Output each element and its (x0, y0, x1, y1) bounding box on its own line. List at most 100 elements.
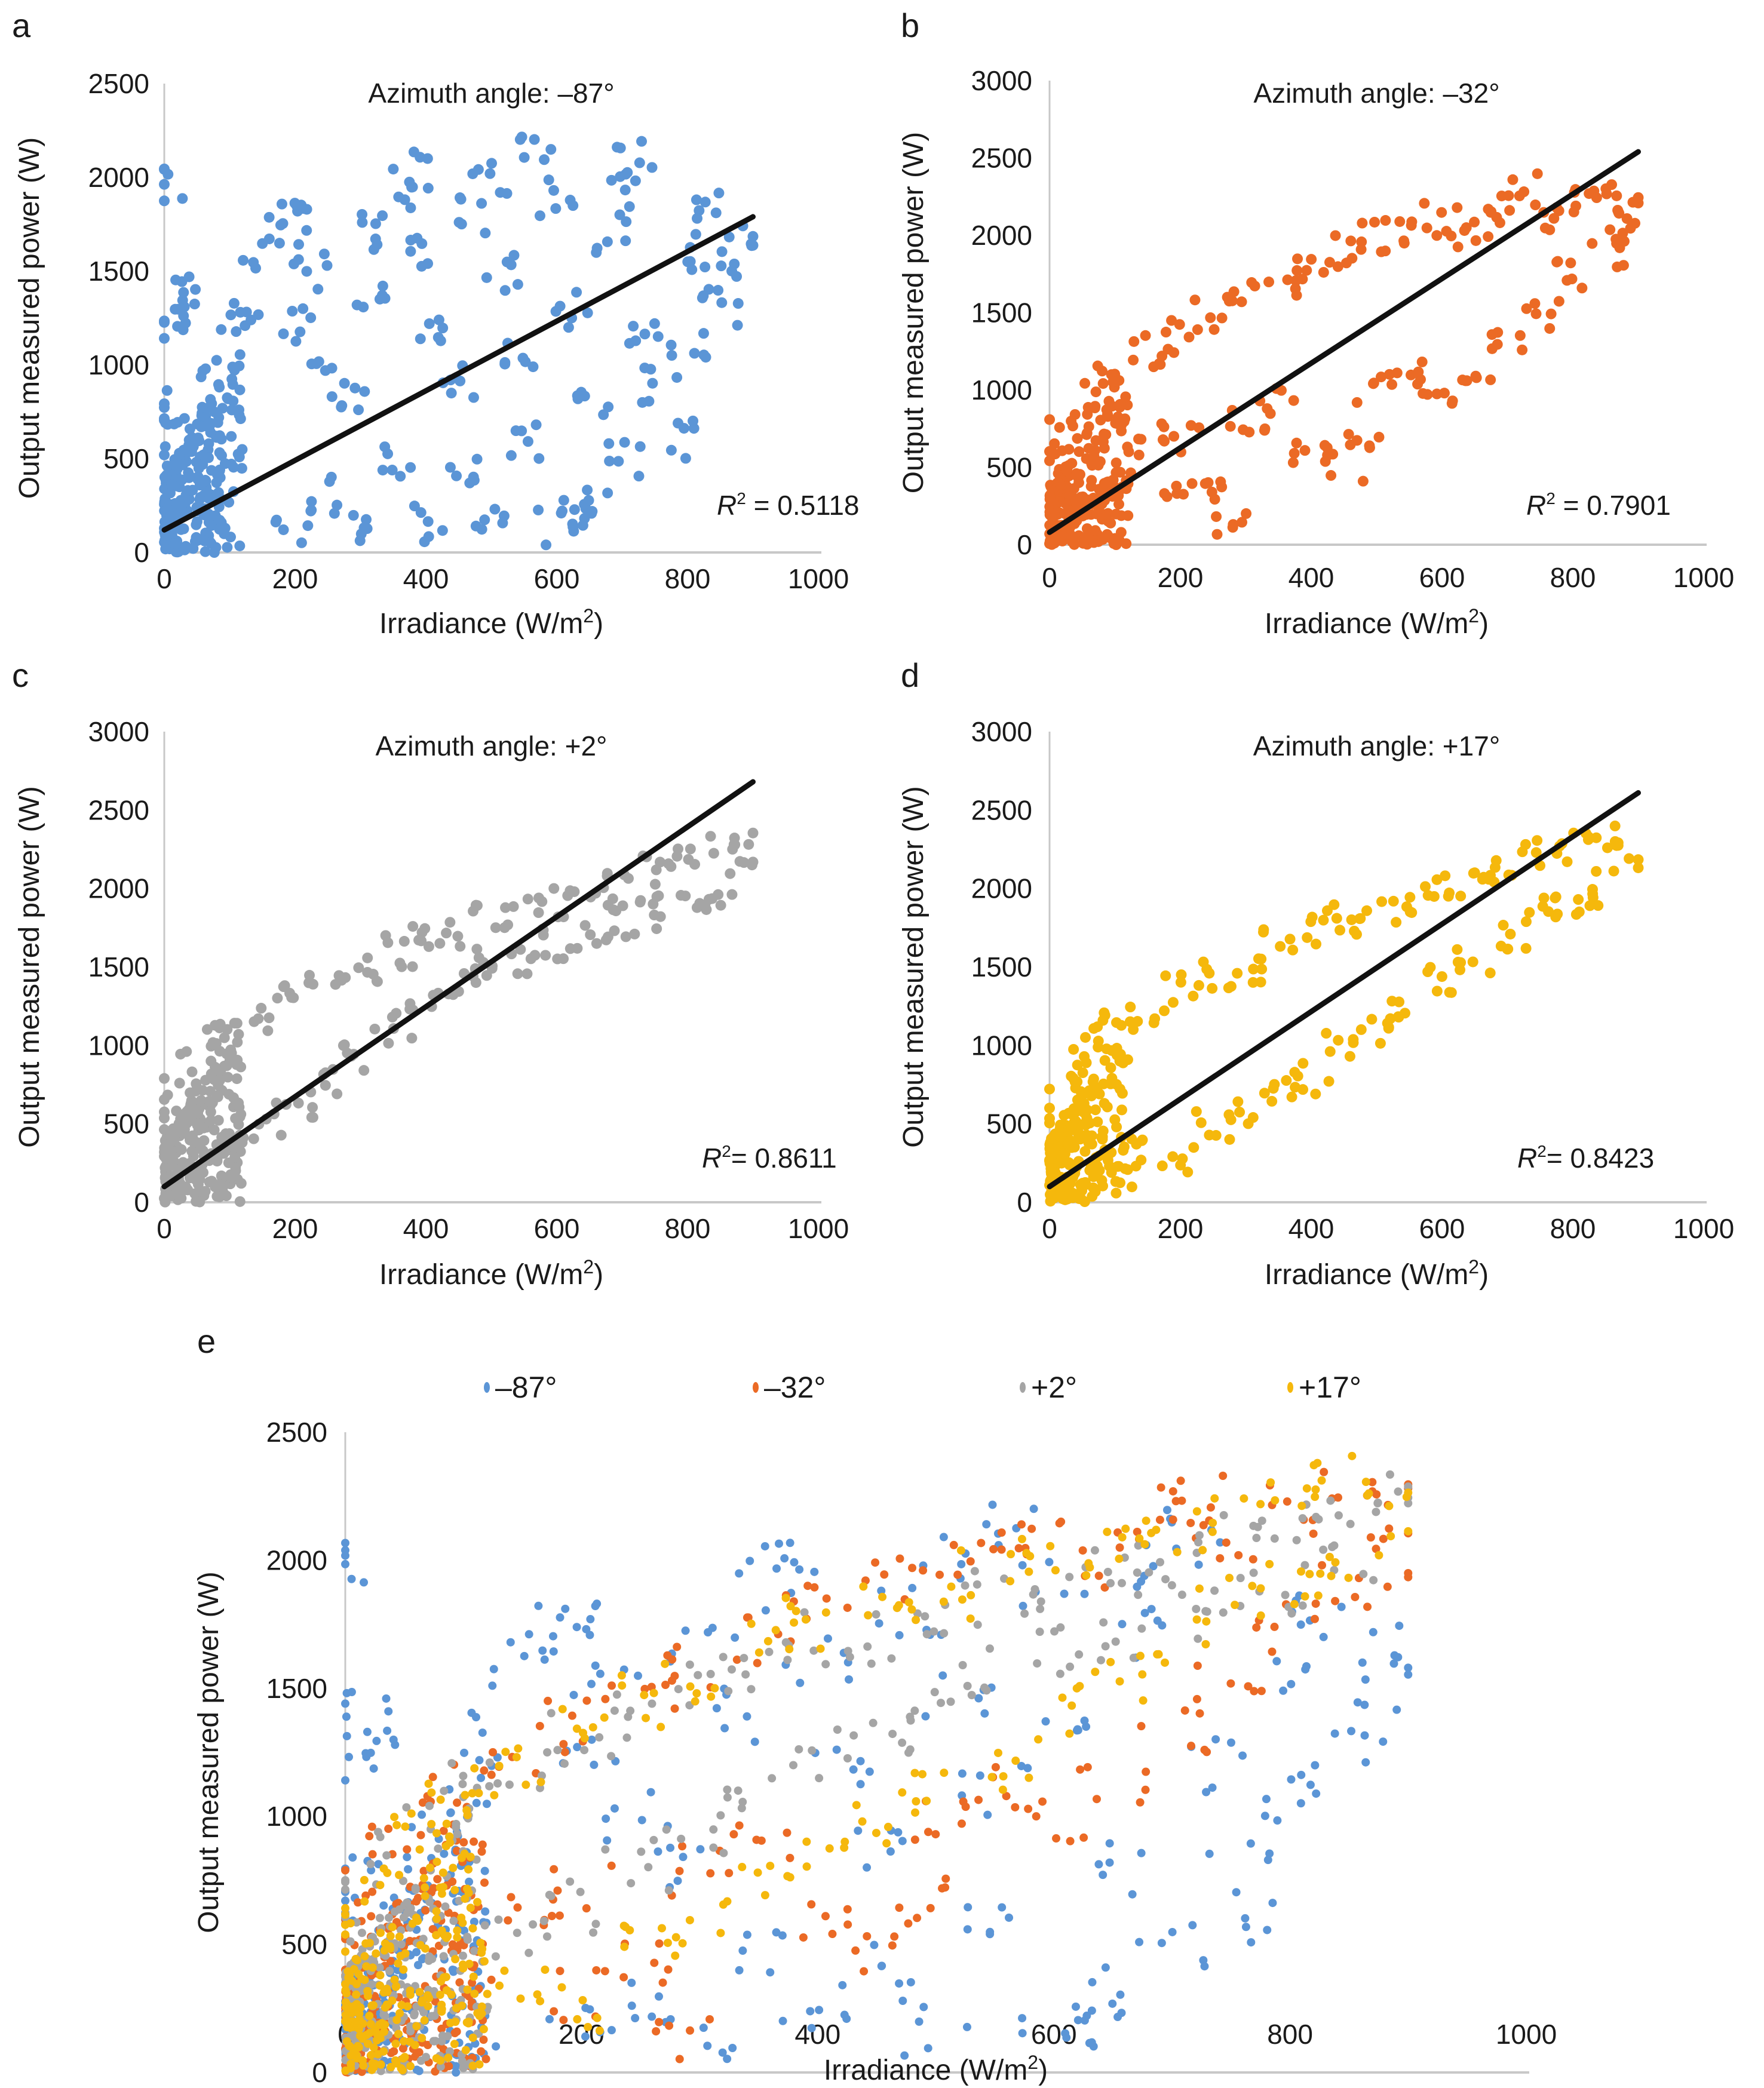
data-point (1155, 1515, 1164, 1524)
data-point (1090, 435, 1102, 446)
data-point (1123, 446, 1134, 457)
data-point (1090, 525, 1101, 536)
x-tick-label: 800 (1267, 2019, 1313, 2050)
data-point (1297, 1058, 1309, 1069)
data-point (425, 1863, 434, 1872)
x-tick-label: 600 (534, 563, 580, 594)
data-point (849, 1765, 858, 1774)
data-point (768, 1774, 777, 1783)
data-point (1330, 1729, 1339, 1738)
data-point (428, 1954, 437, 1963)
data-point (497, 517, 508, 529)
data-point (1173, 1547, 1182, 1556)
data-point (550, 2007, 559, 2016)
data-point (766, 1862, 775, 1871)
data-point (610, 1804, 619, 1813)
data-point (1298, 1514, 1307, 1523)
data-point (1328, 1543, 1337, 1552)
data-point (1088, 450, 1100, 462)
data-point (1115, 1543, 1124, 1552)
data-point (484, 168, 496, 179)
data-point (1192, 1615, 1201, 1624)
legend-label: –32° (764, 1371, 826, 1404)
data-point (675, 2055, 684, 2064)
data-point (189, 299, 200, 310)
data-point (440, 1786, 449, 1795)
data-point (940, 1629, 949, 1638)
data-point (341, 1559, 349, 1568)
y-axis-title: Output measured power (W) (14, 137, 45, 499)
data-point (1101, 1043, 1112, 1055)
data-point (1373, 1498, 1382, 1507)
data-point (468, 2061, 477, 2070)
data-point (1246, 1839, 1255, 1848)
data-point (1122, 400, 1133, 411)
data-point (1199, 1521, 1208, 1530)
data-point (400, 2037, 409, 2046)
data-point (452, 2027, 461, 2036)
data-point (1357, 475, 1369, 487)
data-point (1109, 1114, 1121, 1125)
data-point (521, 968, 533, 979)
data-point (723, 1785, 732, 1794)
data-point (704, 1628, 713, 1637)
data-point (175, 303, 186, 315)
data-point (437, 525, 448, 536)
data-point (1452, 944, 1463, 955)
data-point (849, 1731, 858, 1740)
data-point (910, 1835, 919, 1844)
data-point (159, 333, 170, 344)
data-point (447, 1759, 456, 1768)
data-point (326, 391, 338, 403)
data-point (352, 1979, 361, 1988)
data-point (1321, 1028, 1332, 1039)
data-point (406, 2062, 415, 2071)
data-point (744, 1613, 753, 1622)
data-point (234, 540, 246, 551)
data-point (809, 1646, 818, 1655)
x-tick-label: 800 (665, 563, 711, 594)
data-point (200, 1186, 211, 1197)
data-point (418, 1998, 427, 2007)
data-point (878, 1592, 887, 1601)
data-point (1334, 925, 1346, 936)
panel-e: e0500100015002000250002004006008001000Ir… (193, 1322, 1557, 2088)
data-point (630, 335, 642, 346)
data-point (783, 1872, 792, 1881)
data-point (455, 1941, 464, 1950)
data-point (664, 1886, 673, 1895)
data-point (1311, 938, 1322, 950)
data-point (422, 2053, 431, 2062)
data-point (458, 1918, 467, 1927)
data-point (735, 1821, 744, 1830)
data-point (1188, 990, 1199, 1002)
y-axis-title: Output measured power (W) (898, 132, 929, 494)
data-point (1018, 1561, 1027, 1570)
data-point (1083, 443, 1094, 454)
data-point (306, 1111, 317, 1123)
data-point (455, 1978, 464, 1987)
data-point (665, 861, 677, 872)
data-point (922, 1630, 931, 1639)
data-point (1058, 1693, 1067, 1702)
data-point (707, 1692, 716, 1701)
data-point (232, 449, 244, 460)
data-point (587, 1735, 596, 1744)
data-point (539, 1917, 548, 1926)
data-point (617, 1671, 626, 1680)
data-point (444, 917, 456, 928)
data-point (516, 131, 527, 143)
data-point (1483, 204, 1494, 215)
data-point (828, 1930, 837, 1939)
data-point (1291, 437, 1302, 449)
data-point (205, 427, 216, 438)
data-point (1486, 329, 1498, 340)
data-point (1457, 374, 1468, 386)
data-point (477, 1773, 486, 1782)
data-point (480, 228, 491, 239)
data-point (275, 1129, 287, 1141)
data-point (657, 1924, 666, 1933)
data-point (219, 1188, 230, 1199)
data-point (160, 544, 171, 555)
data-point (278, 524, 289, 535)
